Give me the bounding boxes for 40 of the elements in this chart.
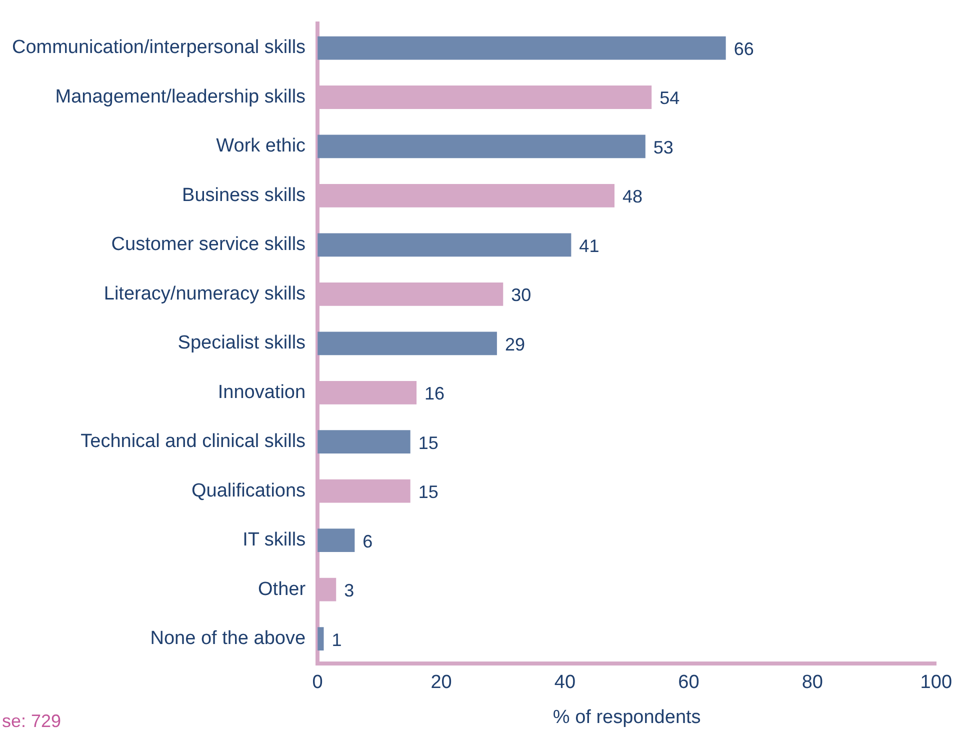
data-label: 16: [424, 384, 445, 404]
data-label: 1: [332, 630, 342, 650]
data-label: 54: [660, 88, 680, 108]
y-tick-label: Technical and clinical skills: [80, 431, 306, 452]
y-tick-label: Business skills: [182, 184, 306, 206]
y-tick-label: Management/leadership skills: [55, 86, 306, 108]
data-label: 66: [734, 38, 754, 59]
data-label: 3: [344, 580, 354, 601]
bar: [318, 233, 572, 257]
data-label: 48: [622, 186, 643, 207]
x-tick-label: 80: [802, 672, 824, 694]
y-tick-label: Literacy/numeracy skills: [104, 283, 306, 304]
y-tick-label: Qualifications: [192, 480, 306, 502]
y-tick-label: Other: [258, 578, 306, 600]
x-tick-label: 0: [312, 672, 323, 694]
data-label: 15: [418, 482, 438, 502]
bar: [318, 36, 726, 60]
y-tick-label: Customer service skills: [111, 234, 306, 256]
bar: [318, 528, 355, 552]
data-label: 41: [579, 236, 600, 256]
data-label: 30: [511, 285, 532, 306]
x-tick-label: 100: [920, 672, 952, 694]
x-tick-label: 20: [430, 672, 452, 694]
y-tick-label: Specialist skills: [178, 332, 306, 354]
bar: [318, 134, 646, 158]
y-tick-label: Communication/interpersonal skills: [12, 37, 306, 58]
x-tick-label: 60: [678, 672, 700, 694]
y-tick-label: IT skills: [242, 530, 306, 551]
data-label: 6: [362, 531, 373, 552]
bar: [318, 430, 410, 454]
bar: [318, 332, 497, 356]
x-tick-label: 40: [554, 672, 576, 694]
y-tick-label: Innovation: [218, 382, 306, 403]
y-tick-label: None of the above: [150, 628, 306, 650]
y-tick-label: Work ethic: [216, 136, 306, 157]
data-label: 53: [653, 137, 674, 158]
data-label: 29: [504, 334, 525, 354]
x-axis-title: % of respondents: [552, 706, 701, 728]
text: se: 729: [2, 710, 62, 731]
data-label: 15: [418, 432, 438, 453]
